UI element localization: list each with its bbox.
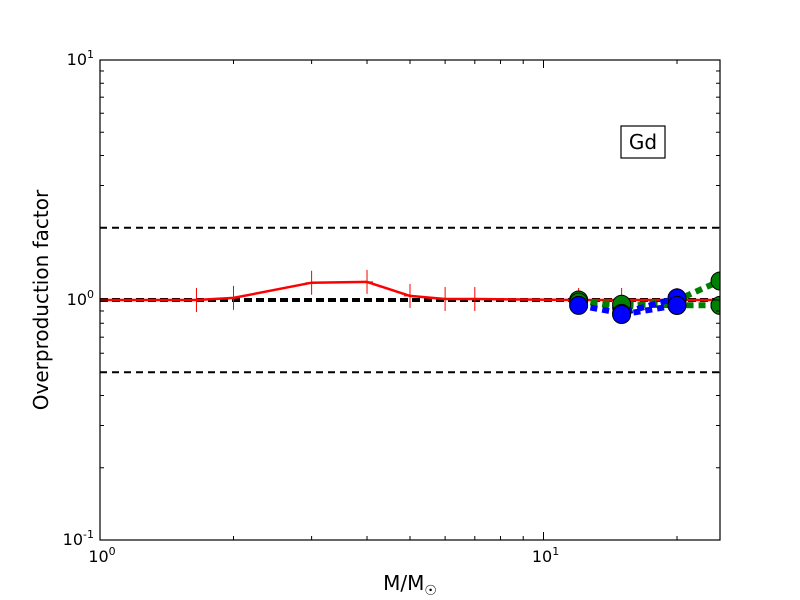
data-point <box>569 295 589 315</box>
x-tick-label: 100 <box>88 545 115 566</box>
x-tick-label: 101 <box>532 545 559 566</box>
series-line-3 <box>578 295 678 317</box>
data-point <box>667 295 687 315</box>
data-point <box>468 286 481 311</box>
data-point <box>439 286 452 311</box>
series-line-0 <box>100 280 720 302</box>
annotation-box: Gd <box>620 125 666 159</box>
y-tick-label: 10-1 <box>63 528 94 549</box>
y-axis-label: Overproduction factor <box>29 189 53 410</box>
series-layer <box>100 269 720 325</box>
data-point <box>404 283 416 308</box>
data-point <box>190 288 203 312</box>
data-point <box>710 271 720 291</box>
series-line-4 <box>621 302 678 318</box>
series-line-1 <box>578 278 720 311</box>
data-point <box>612 305 632 325</box>
data-point <box>361 269 374 294</box>
series-4 <box>612 295 687 325</box>
data-point <box>227 285 240 310</box>
y-tick-label: 101 <box>67 48 94 69</box>
data-point <box>710 295 720 315</box>
data-point <box>305 270 318 295</box>
x-axis-label: M/M☉ <box>383 571 437 599</box>
annotation-label: Gd <box>629 130 657 154</box>
y-tick-label: 100 <box>67 288 94 309</box>
